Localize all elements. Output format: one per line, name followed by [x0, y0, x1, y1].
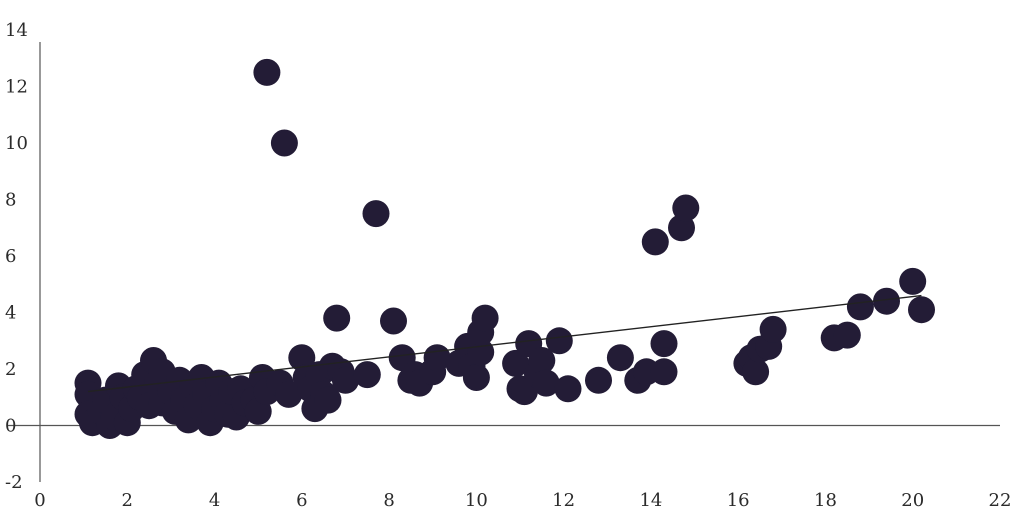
data-point — [650, 358, 678, 386]
y-tick-label: 2 — [5, 359, 16, 380]
data-point — [314, 386, 342, 414]
data-point — [641, 228, 669, 256]
data-point — [380, 307, 407, 335]
x-tick-label: 6 — [296, 490, 307, 511]
data-point — [908, 296, 935, 324]
x-tick-label: 12 — [552, 490, 575, 511]
x-tick-label: 22 — [989, 490, 1012, 511]
trendline — [87, 294, 922, 393]
data-point — [362, 200, 390, 228]
tick-labels: -2 0 2 4 6 8 10 12 14 0 2 4 6 8 10 12 14 16 18 20 22 — [5, 20, 1011, 511]
y-tick-label: -2 — [5, 472, 23, 493]
data-point — [585, 366, 612, 394]
x-tick-label: 2 — [122, 490, 133, 511]
x-tick-label: 10 — [465, 490, 488, 511]
data-point — [650, 330, 678, 358]
data-point — [833, 321, 861, 349]
data-point — [742, 358, 770, 386]
y-tick-label: 12 — [5, 77, 28, 98]
y-tick-label: 6 — [5, 246, 16, 267]
x-tick-label: 16 — [727, 490, 750, 511]
y-tick-label: 8 — [5, 190, 16, 211]
data-point — [471, 304, 499, 332]
x-tick-label: 0 — [34, 490, 45, 511]
data-point — [528, 347, 556, 374]
data-point — [759, 315, 787, 343]
axes — [8, 42, 1000, 482]
data-point — [353, 361, 381, 389]
x-tick-label: 18 — [814, 490, 837, 511]
data-point — [253, 58, 281, 86]
data-point — [554, 375, 582, 403]
data-point — [672, 194, 700, 222]
y-tick-label: 14 — [5, 20, 28, 41]
x-tick-label: 4 — [209, 490, 220, 511]
x-tick-label: 14 — [639, 490, 662, 511]
y-tick-label: 4 — [5, 303, 16, 324]
data-point — [275, 380, 303, 408]
data-point — [606, 344, 634, 372]
data-point — [332, 366, 359, 394]
data-point — [545, 327, 573, 355]
x-tick-label: 8 — [383, 490, 394, 511]
data-point — [846, 293, 874, 321]
y-tick-label: 10 — [5, 133, 28, 154]
data-point — [502, 349, 530, 377]
data-point — [899, 267, 927, 295]
data-points — [74, 58, 935, 439]
data-point — [270, 129, 298, 157]
data-point — [532, 369, 560, 397]
y-tick-label: 0 — [5, 416, 16, 437]
data-point — [873, 287, 900, 315]
data-point — [462, 364, 490, 391]
x-tick-label: 20 — [901, 490, 924, 511]
data-point — [323, 304, 351, 332]
